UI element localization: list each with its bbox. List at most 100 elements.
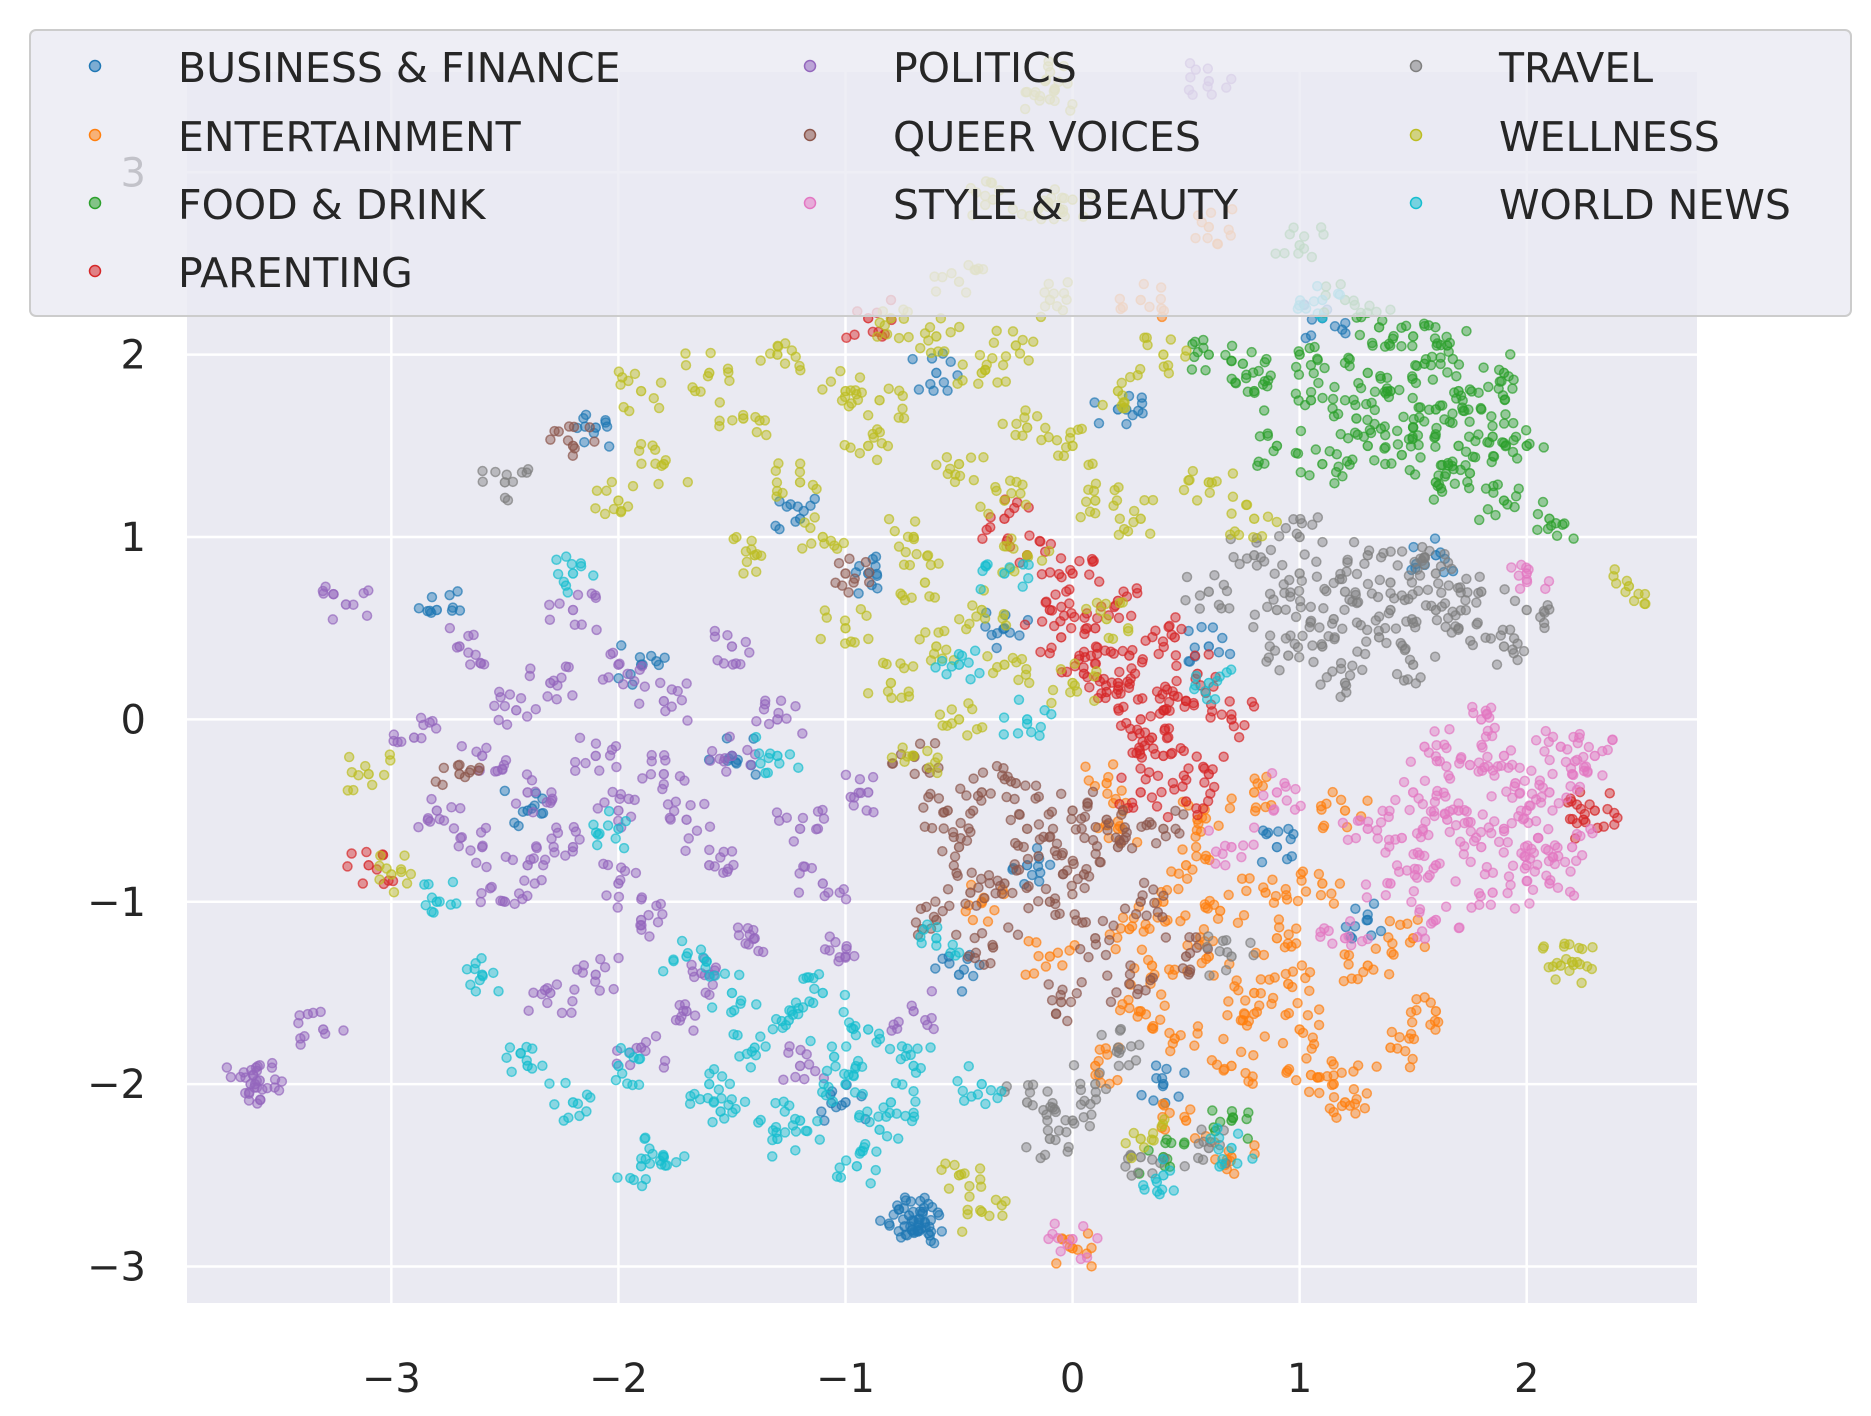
data-point — [794, 477, 806, 488]
y-axis-ticks: −3−2−10123 — [87, 150, 146, 1290]
data-point — [790, 1126, 802, 1137]
data-point — [1354, 329, 1366, 341]
data-point — [953, 458, 965, 470]
data-point — [1089, 658, 1101, 669]
data-point — [572, 1098, 584, 1110]
data-point — [1476, 841, 1487, 853]
data-point — [857, 1145, 868, 1157]
data-point — [1271, 440, 1283, 452]
data-point — [1023, 677, 1035, 689]
data-point — [1384, 915, 1396, 927]
data-point — [599, 962, 611, 973]
data-point — [1238, 1008, 1250, 1019]
data-point — [1429, 726, 1440, 737]
data-point — [1236, 851, 1247, 863]
data-point — [1292, 997, 1303, 1009]
data-point — [969, 645, 981, 657]
data-point — [1078, 1111, 1089, 1123]
data-point — [940, 644, 952, 655]
data-point — [1007, 652, 1019, 664]
data-point — [1470, 435, 1481, 447]
data-point — [1034, 834, 1046, 845]
data-point — [814, 1134, 826, 1145]
data-point — [1279, 941, 1291, 953]
data-point — [1508, 648, 1520, 659]
data-point — [1036, 569, 1048, 580]
data-point — [1040, 597, 1051, 608]
data-point — [1509, 781, 1520, 792]
data-point — [732, 922, 744, 933]
data-point — [476, 887, 487, 899]
data-point — [1280, 883, 1291, 895]
data-point — [1132, 1167, 1144, 1178]
data-point — [855, 787, 867, 799]
data-point — [1482, 436, 1493, 448]
data-point — [481, 742, 492, 754]
series-queer-voices — [430, 421, 1214, 1027]
data-point — [470, 857, 482, 869]
data-point — [691, 825, 703, 837]
data-point — [590, 738, 602, 749]
data-point — [1312, 512, 1324, 523]
data-point — [1290, 783, 1301, 795]
data-point — [874, 395, 885, 406]
data-point — [590, 590, 601, 601]
data-point — [1138, 926, 1149, 937]
data-point — [1259, 356, 1271, 368]
data-point — [770, 520, 781, 532]
data-point — [1571, 754, 1583, 766]
data-point — [1342, 432, 1354, 444]
data-point — [751, 716, 762, 727]
data-point — [445, 899, 457, 910]
data-point — [1009, 859, 1020, 870]
data-point — [1011, 476, 1022, 488]
data-point — [893, 385, 905, 397]
data-point — [980, 1098, 991, 1110]
data-point — [1305, 601, 1317, 613]
data-point — [1434, 858, 1445, 869]
data-point — [1134, 363, 1146, 375]
data-point — [605, 648, 616, 660]
data-point — [975, 501, 986, 513]
data-point — [1285, 833, 1296, 845]
data-point — [798, 861, 809, 872]
data-point — [1156, 1073, 1168, 1084]
data-point — [1363, 545, 1375, 556]
data-point — [1327, 393, 1339, 405]
data-point — [1071, 686, 1083, 697]
data-point — [576, 619, 587, 630]
data-point — [1042, 1125, 1054, 1136]
data-point — [1328, 411, 1340, 422]
data-point — [1368, 898, 1380, 909]
data-point — [953, 613, 965, 625]
data-point — [839, 638, 851, 649]
y-tick-label: 1 — [121, 515, 146, 561]
data-point — [1347, 660, 1358, 671]
data-point — [1328, 1106, 1339, 1118]
data-point — [378, 769, 390, 781]
data-point — [865, 1178, 876, 1189]
data-point — [1444, 723, 1455, 735]
data-point — [1391, 425, 1403, 437]
data-point — [896, 1041, 908, 1052]
data-point — [928, 911, 940, 923]
data-point — [509, 817, 520, 829]
data-point — [1200, 365, 1211, 376]
data-point — [1474, 571, 1485, 583]
data-point — [900, 1110, 911, 1122]
data-point — [1394, 384, 1405, 396]
data-point — [478, 659, 490, 670]
data-point — [653, 478, 664, 490]
data-point — [1315, 800, 1327, 812]
data-point — [1313, 377, 1324, 389]
data-point — [695, 944, 707, 955]
data-point — [456, 740, 468, 752]
data-point — [327, 614, 339, 625]
data-point — [1050, 1008, 1062, 1020]
data-point — [1248, 621, 1259, 633]
data-point — [972, 1089, 984, 1100]
data-point — [1262, 430, 1274, 442]
data-point — [1460, 446, 1472, 457]
data-point — [1530, 735, 1542, 746]
data-point — [1087, 458, 1098, 470]
